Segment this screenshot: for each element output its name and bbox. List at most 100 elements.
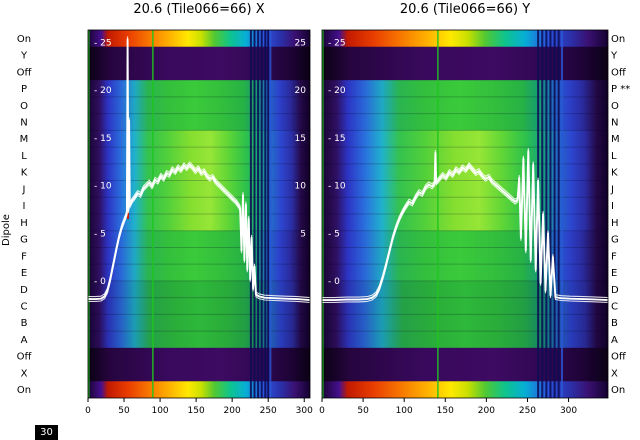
heatmap-row-on: [88, 381, 310, 398]
heatmap-row-on: [322, 381, 608, 398]
dipole-label-left: Off: [17, 352, 33, 363]
dipole-label-right: K: [611, 168, 618, 179]
panel-border: [87, 29, 311, 399]
dipole-label-left: I: [23, 201, 26, 212]
heatmap-row-b: [88, 314, 310, 332]
artifact-mark: [127, 209, 130, 219]
x-tick-label: 200: [224, 406, 241, 416]
x-tick-label: 250: [260, 406, 277, 416]
heatmap-row-p: [88, 80, 310, 98]
dipole-label-right: L: [611, 151, 617, 162]
x-tick-label: 150: [437, 406, 454, 416]
dipole-label-right: On: [611, 385, 625, 396]
dipole-label-left: F: [21, 251, 27, 262]
flagged-channel-line: [557, 30, 560, 398]
heatmap-row-l: [322, 147, 608, 165]
heatmap-row-g: [88, 230, 310, 249]
x-tick-label: 300: [296, 406, 313, 416]
panel-border: [321, 29, 609, 399]
value-tick-label-left: - 5: [328, 229, 340, 239]
heatmap-row-h: [322, 214, 608, 232]
value-tick-label-left: - 25: [94, 38, 112, 48]
heatmap-row-f: [88, 247, 310, 265]
heatmap-panel: - 25 - 20 - 15 - 10 - 5 - 0 25 20 15 10 5: [88, 30, 310, 398]
value-tick-label-right: 10: [295, 182, 307, 192]
dipole-label-left: Off: [17, 67, 33, 78]
dipole-label-left: A: [21, 335, 28, 346]
dipole-label-left: M: [20, 134, 29, 145]
flagged-channel-line: [249, 30, 252, 398]
value-tick-label-left: - 25: [328, 38, 346, 48]
heatmap-row-m: [88, 130, 310, 148]
x-tick-label: 0: [319, 406, 325, 416]
left-panel-title: 20.6 (Tile066=66) X: [133, 2, 265, 17]
heatmap-panel: - 25 - 20 - 15 - 10 - 5 - 0: [322, 30, 608, 398]
dipole-label-left: H: [20, 218, 28, 229]
value-tick-label-right: 5: [300, 229, 306, 239]
heatmap-row-j: [322, 180, 608, 198]
dipole-label-left: O: [20, 101, 28, 112]
y-axis-label: Dipole: [1, 214, 12, 246]
dipole-label-right: F: [611, 251, 617, 262]
dipole-label-right: A: [611, 335, 618, 346]
heatmap-row-e: [88, 264, 310, 282]
heatmap-row-i: [322, 197, 608, 215]
dipole-label-left: C: [21, 302, 28, 313]
dipole-label-right: G: [611, 235, 619, 246]
value-tick-label-left: - 0: [328, 277, 340, 287]
dipole-label-right: D: [611, 285, 619, 296]
dipole-label-right: C: [611, 302, 618, 313]
dipole-label-right: X: [611, 368, 618, 379]
dipole-label-right: Y: [610, 51, 618, 62]
green-channel-line: [152, 30, 154, 398]
heatmap-row-off: [322, 347, 608, 366]
dipole-label-left: P: [21, 84, 27, 95]
value-tick-label-left: - 20: [94, 86, 112, 96]
dipole-label-left: J: [22, 184, 26, 195]
flagged-channel-line: [549, 30, 552, 398]
heatmap-row-o: [322, 96, 608, 115]
heatmap-row-y: [88, 46, 310, 65]
flagged-channel-line: [545, 30, 548, 398]
x-tick-label: 150: [188, 406, 205, 416]
dipole-label-right: J: [610, 184, 614, 195]
value-tick-label-left: - 10: [328, 182, 346, 192]
x-tick-label: 200: [478, 406, 495, 416]
blue-channel-line: [560, 30, 563, 398]
dipole-label-left: K: [21, 168, 28, 179]
x-tick-label: 50: [118, 406, 130, 416]
flagged-channel-line: [253, 30, 256, 398]
value-tick-label-right: 15: [295, 134, 306, 144]
heatmap-row-e: [322, 264, 608, 282]
heatmap-row-n: [88, 113, 310, 131]
dipole-label-right: O: [611, 101, 619, 112]
heatmap-row-d: [322, 280, 608, 299]
value-tick-label-right: 25: [295, 38, 306, 48]
flagged-channel-line: [260, 30, 263, 398]
heatmap-row-x: [322, 364, 608, 382]
heatmap-row-p: [322, 80, 608, 98]
dipole-label-right: B: [611, 318, 618, 329]
dipole-label-right: N: [611, 118, 618, 129]
dipole-label-right: Off: [611, 352, 627, 363]
dipole-label-right: E: [611, 268, 617, 279]
dipole-label-left: X: [21, 368, 28, 379]
heatmap-row-m: [322, 130, 608, 148]
right-panel-title: 20.6 (Tile066=66) Y: [399, 2, 531, 17]
value-tick-label-left: - 15: [94, 134, 112, 144]
x-tick-label: 50: [357, 406, 369, 416]
dipole-label-left: On: [17, 34, 31, 45]
value-tick-label-left: - 10: [94, 182, 112, 192]
x-tick-label: 300: [560, 406, 577, 416]
green-channel-line: [322, 30, 324, 398]
heatmap-row-y: [322, 46, 608, 65]
heatmap-row-l: [88, 147, 310, 165]
heatmap-row-b: [322, 314, 608, 332]
heatmap-row-n: [322, 113, 608, 131]
heatmap-row-g: [322, 230, 608, 249]
dipole-label-left: Y: [20, 51, 28, 62]
dipole-label-left: D: [20, 285, 28, 296]
dipole-label-left: G: [20, 235, 28, 246]
